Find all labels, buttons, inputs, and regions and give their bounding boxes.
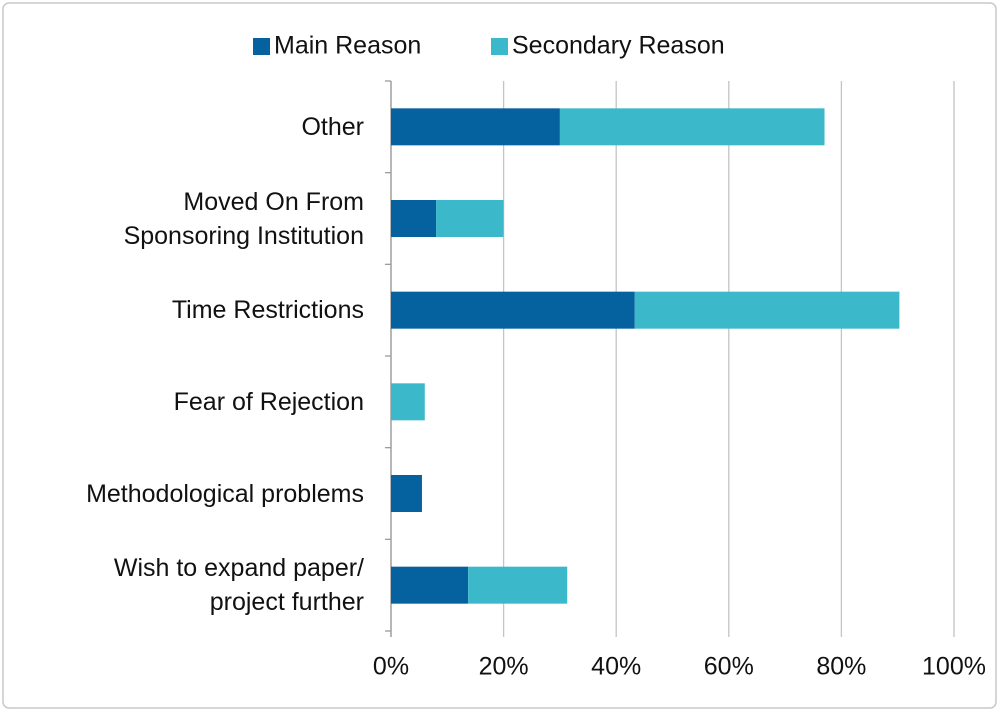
- bar-segment: [391, 108, 560, 146]
- legend-label: Main Reason: [274, 32, 421, 60]
- bar-segment: [634, 291, 900, 329]
- y-tick-label: Moved On From Sponsoring Institution: [123, 187, 364, 250]
- y-tick-label: Wish to expand paper/ project further: [113, 554, 364, 617]
- y-tick-label: Methodological problems: [86, 479, 364, 508]
- legend-swatch: [491, 38, 508, 55]
- legend-label: Secondary Reason: [512, 32, 725, 60]
- x-tick-label: 60%: [704, 653, 754, 681]
- bar-segment: [391, 566, 469, 604]
- x-tick-label: 80%: [816, 653, 866, 681]
- bar-segment: [391, 200, 437, 237]
- y-tick-label: Other: [301, 112, 364, 141]
- bar-segment: [391, 291, 635, 329]
- x-tick-label: 20%: [479, 653, 529, 681]
- bar-segment: [436, 200, 504, 237]
- legend-swatch: [253, 38, 270, 55]
- y-tick-label: Time Restrictions: [171, 296, 364, 325]
- bar-segment: [559, 108, 825, 146]
- x-tick-label: 0%: [373, 653, 409, 681]
- x-tick-label: 100%: [922, 653, 986, 681]
- bar-segment: [468, 566, 568, 604]
- y-tick-label: Fear of Rejection: [173, 387, 364, 416]
- bar-segment: [391, 475, 422, 512]
- bar-segment: [391, 383, 425, 421]
- x-tick-label: 40%: [591, 653, 641, 681]
